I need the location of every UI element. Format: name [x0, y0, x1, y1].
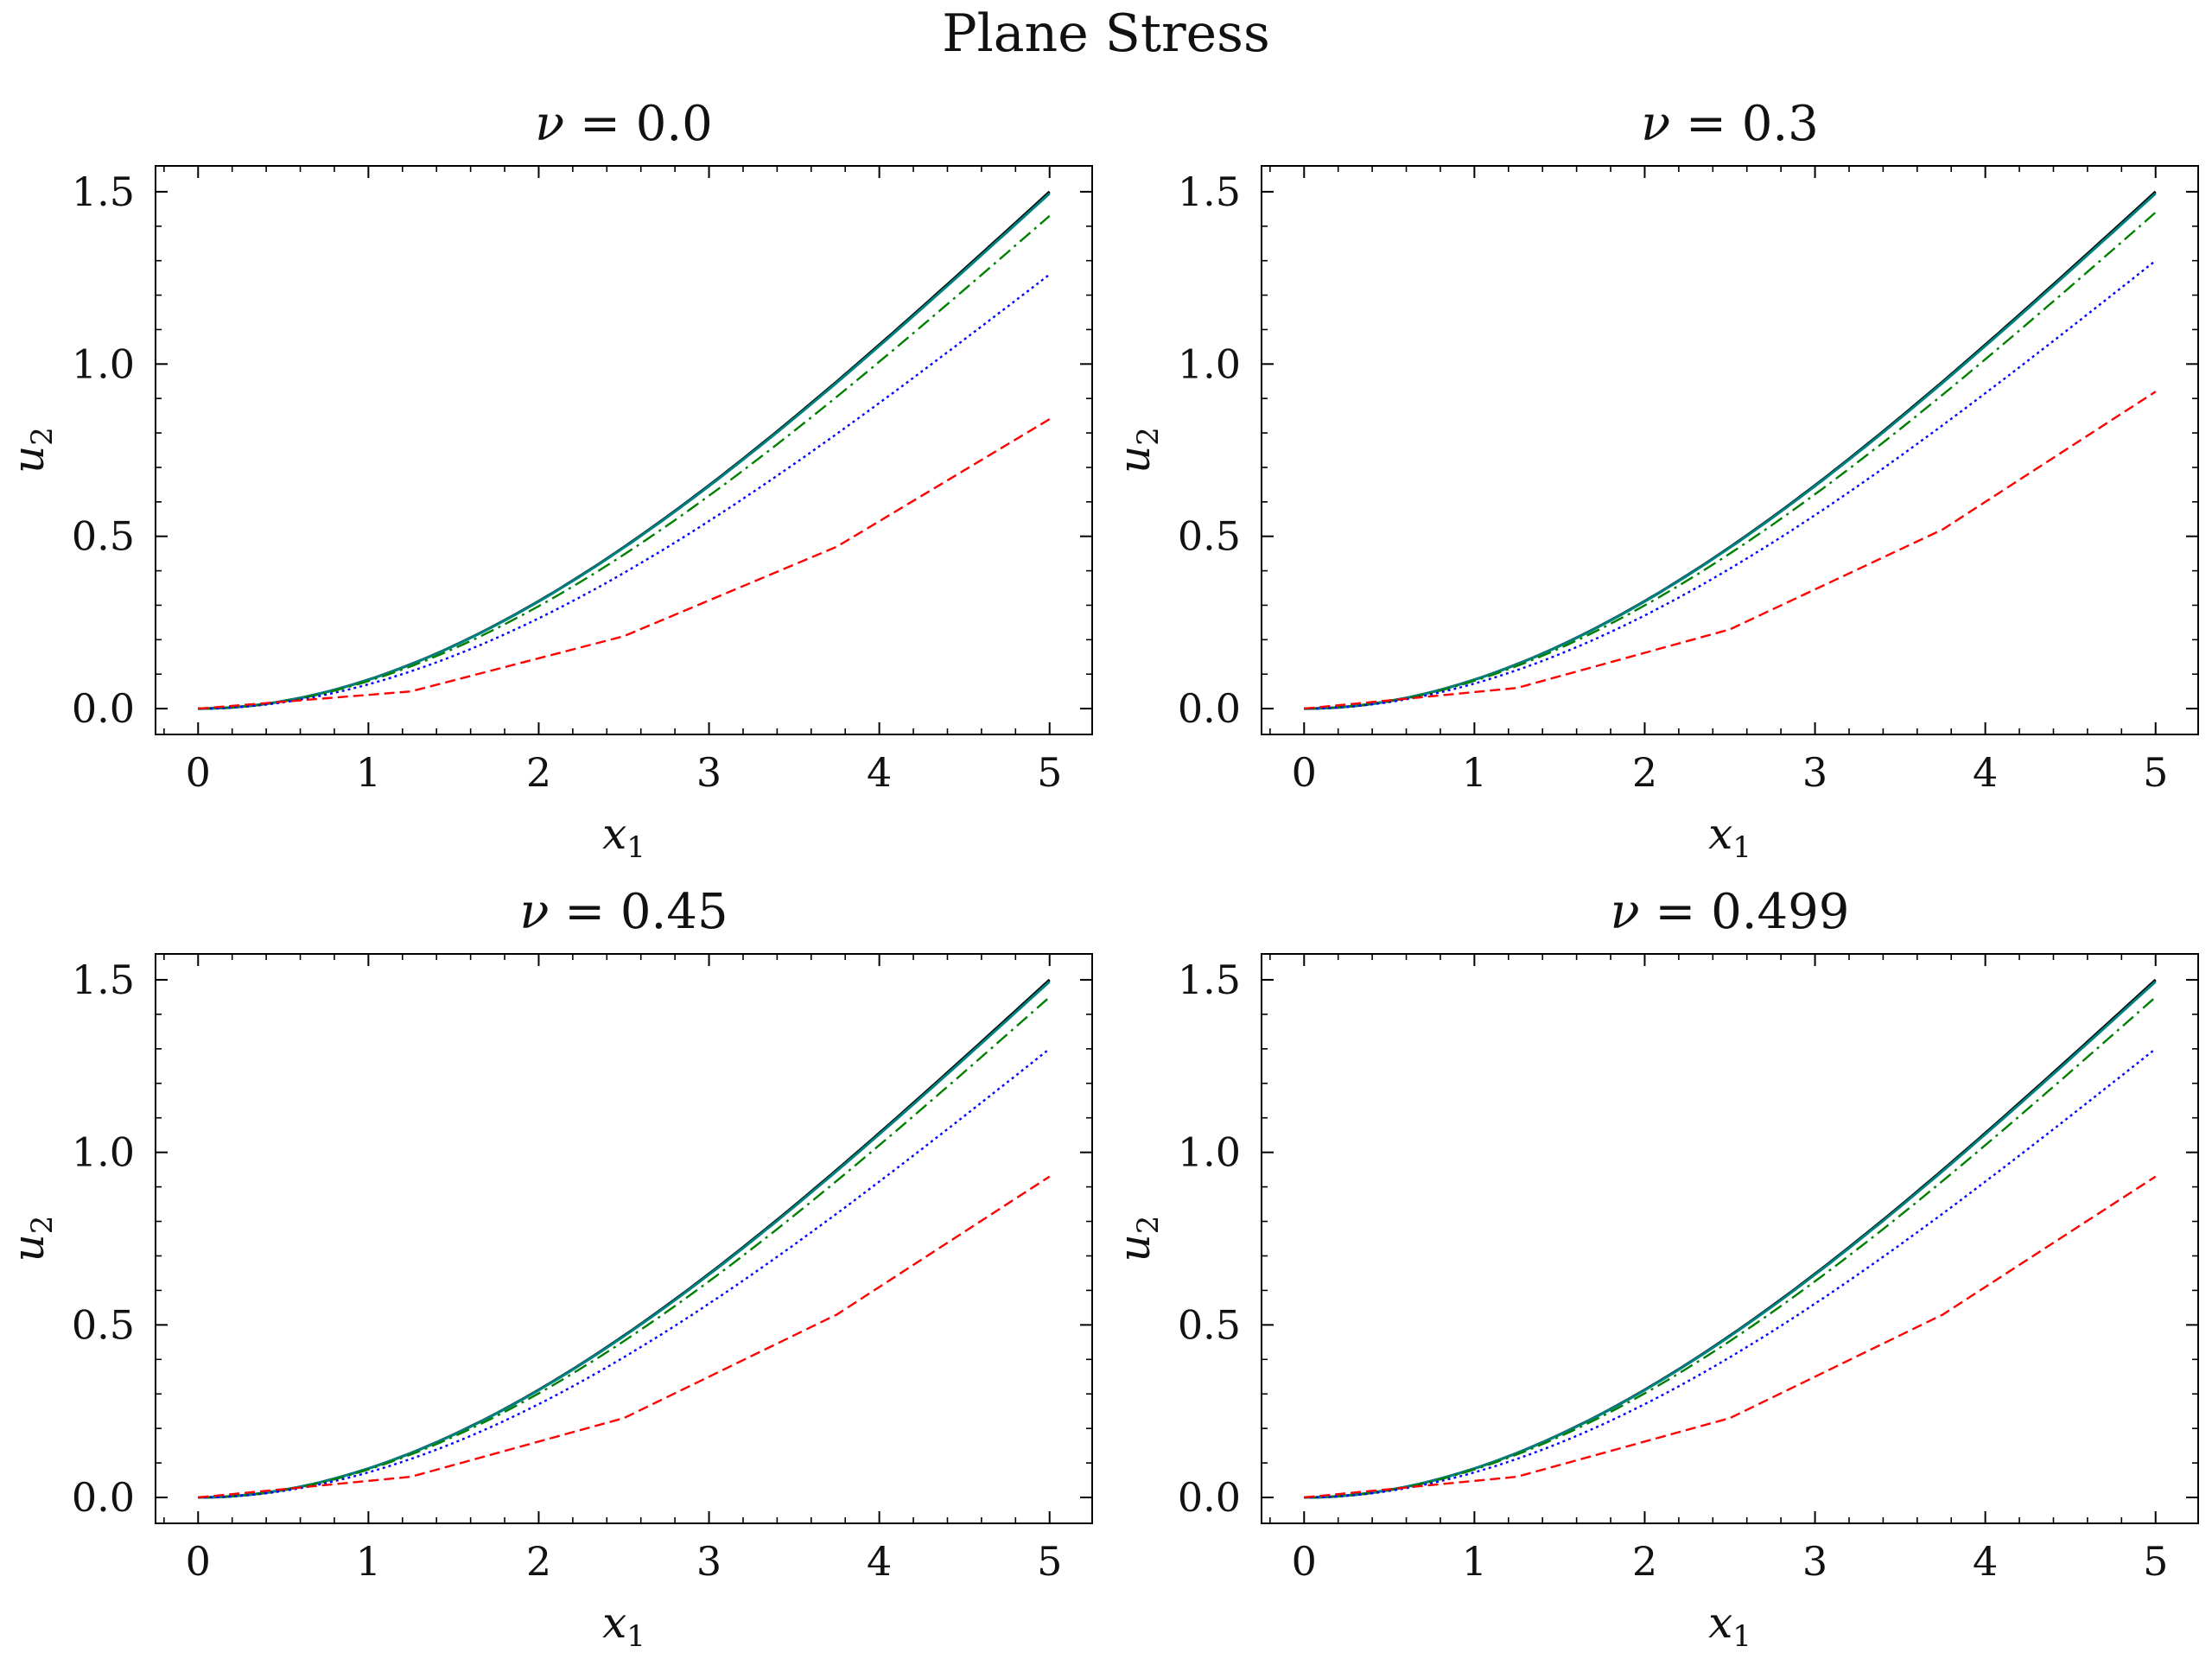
- x-tick-label: 1: [356, 749, 381, 796]
- x-tick-label: 4: [1973, 749, 1998, 796]
- x-tick-label: 1: [1462, 1538, 1487, 1585]
- axes-frame: [155, 165, 1093, 735]
- x-tick-label: 0: [186, 749, 211, 796]
- series-line-dashdot-3: [198, 214, 1051, 710]
- series-line-dashed-5: [1304, 391, 2157, 710]
- x-tick-label: 4: [867, 1538, 892, 1585]
- series-line-dotted-4: [198, 273, 1051, 710]
- axes-frame: [1261, 165, 2199, 735]
- y-tick-label: 1.5: [72, 168, 135, 215]
- series-line-solid-1: [198, 190, 1051, 710]
- x-tick-label: 4: [1973, 1538, 1998, 1585]
- series-line-solid-1: [1304, 978, 2157, 1499]
- x-tick-label: 3: [696, 749, 721, 796]
- x-tick-label: 1: [1462, 749, 1487, 796]
- x-tick-label: 0: [1292, 1538, 1317, 1585]
- series-line-dashed-5: [198, 418, 1051, 710]
- series-line-solid-2: [1304, 980, 2157, 1499]
- series-line-solid-1: [1304, 190, 2157, 710]
- x-tick-label: 5: [1037, 1538, 1062, 1585]
- y-tick-label: 1.0: [72, 1129, 135, 1176]
- series-line-dashdot-3: [1304, 211, 2157, 710]
- y-tick-label: 1.0: [72, 340, 135, 387]
- x-tick-label: 5: [1037, 749, 1062, 796]
- axes-frame: [155, 953, 1093, 1524]
- series-line-dotted-4: [198, 1047, 1051, 1499]
- series-line-dashed-5: [198, 1175, 1051, 1499]
- y-tick-label: 1.5: [1178, 168, 1241, 215]
- x-tick-label: 5: [2143, 1538, 2168, 1585]
- x-tick-label: 3: [1802, 749, 1827, 796]
- series-line-dashdot-3: [198, 996, 1051, 1499]
- y-tick-label: 1.0: [1178, 1129, 1241, 1176]
- series-line-solid-2: [1304, 192, 2157, 710]
- y-axis-label: u2: [1109, 427, 1166, 474]
- series-line-dotted-4: [1304, 259, 2157, 710]
- chart-panel-4: ν = 0.499 0 1 2 3 4 5 0.0 0.5 1.0 1.5 x1 u2: [1109, 884, 2199, 1654]
- y-tick-label: 1.5: [1178, 957, 1241, 1003]
- x-tick-label: 3: [1802, 1538, 1827, 1585]
- series-line-solid-1: [198, 978, 1051, 1499]
- series-line-dashed-5: [1304, 1175, 2157, 1499]
- figure-suptitle: Plane Stress: [942, 3, 1270, 64]
- y-tick-label: 0.0: [72, 685, 135, 732]
- x-tick-label: 5: [2143, 749, 2168, 796]
- y-tick-label: 0.0: [1178, 1474, 1241, 1521]
- x-axis-label: x1: [1708, 1598, 1751, 1654]
- x-axis-label: x1: [1708, 809, 1751, 865]
- chart-panel-2: ν = 0.3 0 1 2 3 4 5 0.0 0.5 1.0 1.5 x1 u2: [1109, 96, 2199, 865]
- y-axis-label: u2: [1109, 1216, 1166, 1262]
- x-tick-label: 4: [867, 749, 892, 796]
- x-tick-label: 2: [1632, 1538, 1657, 1585]
- chart-title: ν = 0.3: [1641, 96, 1819, 152]
- y-axis-label: u2: [3, 1216, 60, 1262]
- y-tick-label: 1.5: [72, 957, 135, 1003]
- chart-panel-1: ν = 0.0 0 1 2 3 4 5 0.0 0.5 1.0 1.5 x1 u2: [3, 96, 1093, 865]
- x-tick-label: 2: [526, 1538, 551, 1585]
- chart-title: ν = 0.0: [535, 96, 713, 152]
- x-tick-label: 2: [1632, 749, 1657, 796]
- x-tick-label: 2: [526, 749, 551, 796]
- chart-title: ν = 0.45: [519, 884, 728, 940]
- chart-title: ν = 0.499: [1611, 884, 1850, 940]
- y-tick-label: 0.5: [1178, 513, 1241, 560]
- chart-panel-3: ν = 0.45 0 1 2 3 4 5 0.0 0.5 1.0 1.5 x1 u2: [3, 884, 1093, 1654]
- axes-frame: [1261, 953, 2199, 1524]
- y-tick-label: 0.0: [1178, 685, 1241, 732]
- y-tick-label: 1.0: [1178, 340, 1241, 387]
- x-tick-label: 3: [696, 1538, 721, 1585]
- y-tick-label: 0.5: [72, 1301, 135, 1348]
- series-line-solid-2: [198, 980, 1051, 1499]
- y-tick-label: 0.5: [1178, 1301, 1241, 1348]
- x-tick-label: 1: [356, 1538, 381, 1585]
- x-tick-label: 0: [186, 1538, 211, 1585]
- series-line-dashdot-3: [1304, 996, 2157, 1499]
- y-tick-label: 0.0: [72, 1474, 135, 1521]
- y-axis-label: u2: [3, 427, 60, 474]
- x-axis-label: x1: [602, 1598, 645, 1654]
- series-line-dotted-4: [1304, 1047, 2157, 1499]
- x-axis-label: x1: [602, 809, 645, 865]
- y-tick-label: 0.5: [72, 513, 135, 560]
- x-tick-label: 0: [1292, 749, 1317, 796]
- series-line-solid-2: [198, 192, 1051, 710]
